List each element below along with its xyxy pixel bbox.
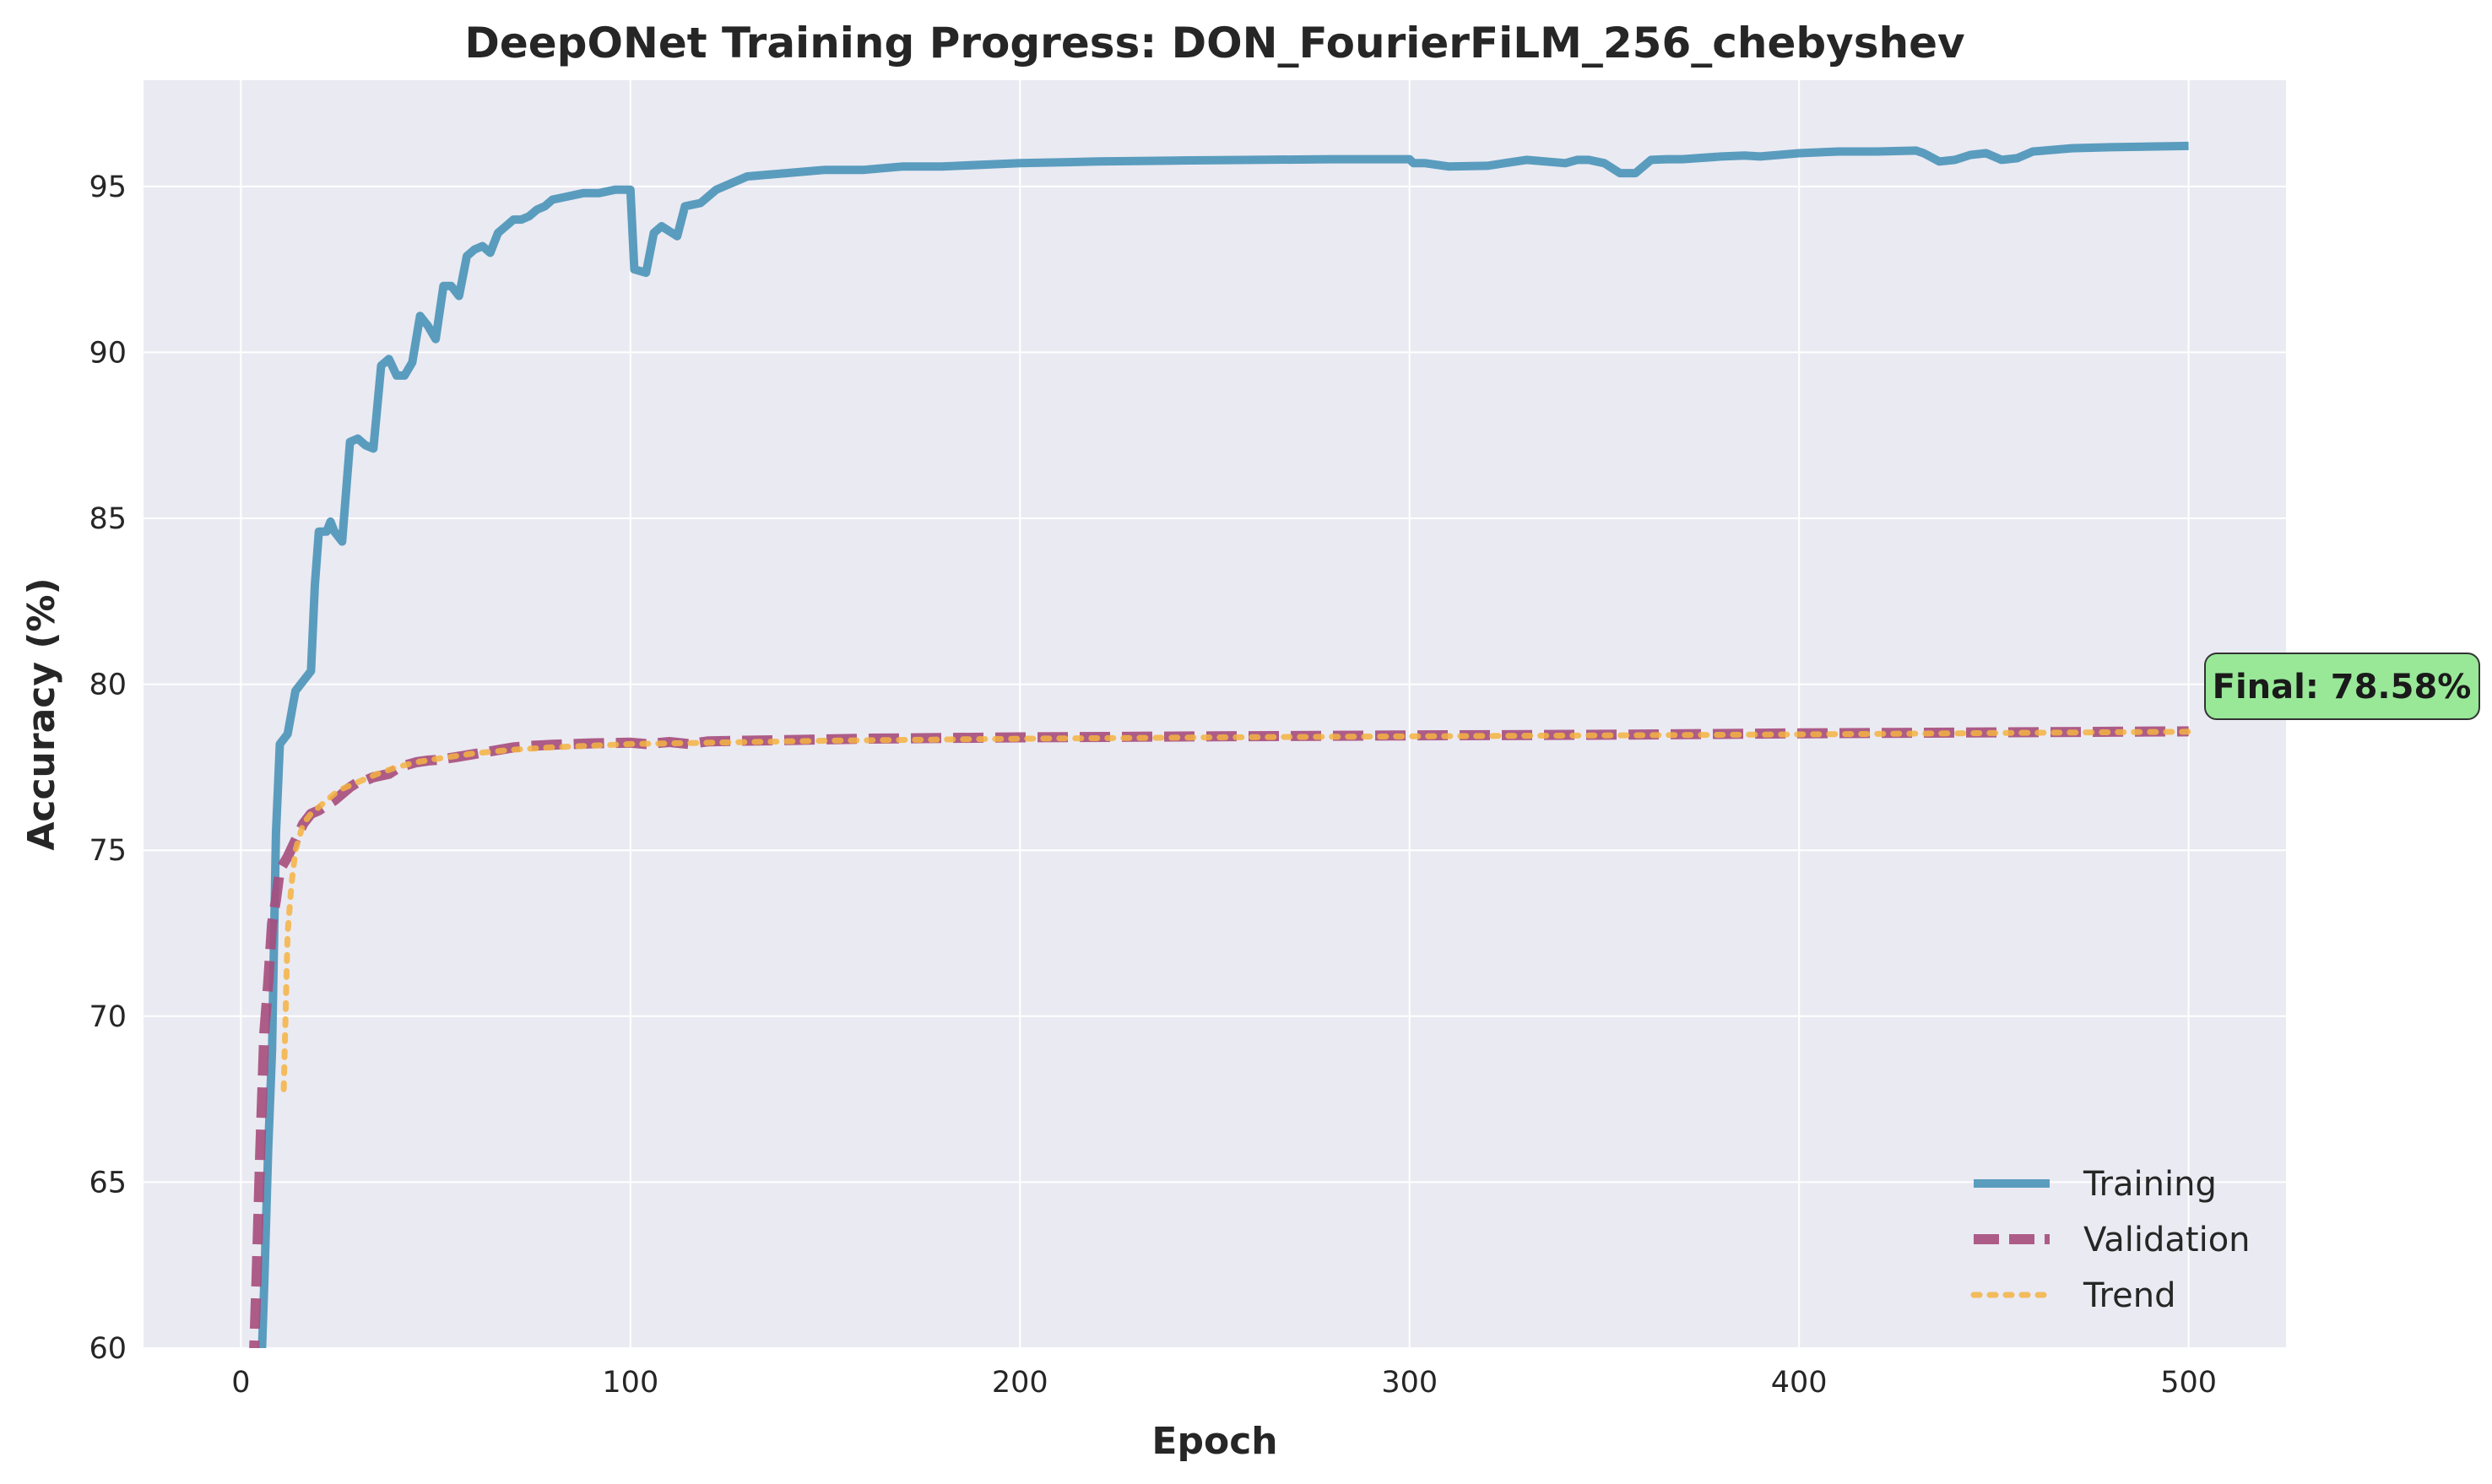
x-axis-ticks: 0 100 200 300 400 500 (231, 1366, 2217, 1400)
final-annotation-box (2204, 653, 2480, 720)
legend-label-training: Training (2083, 1165, 2217, 1204)
y-tick-label: 95 (89, 171, 127, 204)
series-layer (249, 141, 2192, 1348)
final-annotation-text: Final: 78.58% (2213, 668, 2472, 707)
chart-title: DeepONet Training Progress: DON_FourierF… (464, 19, 1964, 68)
y-tick-label: 85 (89, 502, 127, 536)
x-tick-label: 200 (992, 1366, 1048, 1400)
legend-label-trend: Trend (2083, 1276, 2175, 1315)
x-tick-label: 0 (231, 1366, 250, 1400)
y-tick-label: 90 (89, 336, 127, 370)
x-tick-label: 500 (2160, 1366, 2217, 1400)
y-tick-label: 65 (89, 1166, 127, 1200)
series-line-training (257, 141, 2189, 1348)
x-tick-label: 400 (1771, 1366, 1828, 1400)
y-axis-label: Accuracy (%) (20, 577, 63, 850)
y-tick-label: 80 (89, 669, 127, 702)
final-annotation: Final: 78.58% (2204, 653, 2480, 720)
legend: Training Validation Trend (1970, 1165, 2251, 1315)
x-tick-label: 300 (1381, 1366, 1438, 1400)
legend-label-validation: Validation (2083, 1221, 2251, 1259)
x-tick-label: 100 (602, 1366, 658, 1400)
series-line-trend (280, 728, 2192, 1092)
grid (144, 80, 2286, 1349)
y-tick-label: 70 (89, 1000, 127, 1034)
y-axis-ticks: 60 65 70 75 80 85 90 95 (89, 171, 127, 1366)
x-axis-label: Epoch (1151, 1420, 1277, 1463)
y-tick-label: 75 (89, 834, 127, 868)
y-tick-label: 60 (89, 1332, 127, 1366)
plot-area (144, 80, 2286, 1348)
